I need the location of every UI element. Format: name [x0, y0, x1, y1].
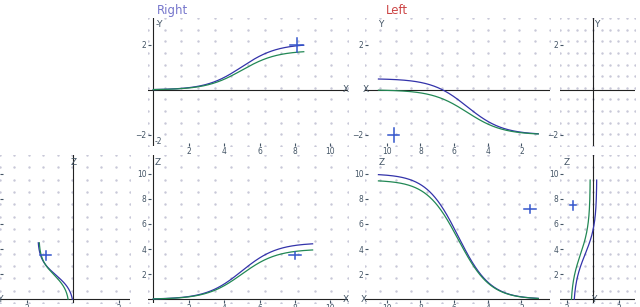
Text: -2: -2 — [155, 137, 163, 146]
Text: X: X — [342, 295, 349, 304]
Text: -Y: -Y — [155, 20, 163, 29]
Text: Y: Y — [378, 20, 384, 29]
Text: Y: Y — [591, 295, 596, 304]
Text: Z: Z — [155, 157, 161, 166]
Text: X: X — [360, 295, 367, 304]
Text: Left: Left — [386, 4, 408, 17]
Text: Right: Right — [157, 4, 188, 17]
Text: X: X — [342, 85, 349, 94]
Text: Y: Y — [594, 20, 600, 29]
Text: Z: Z — [378, 157, 385, 166]
Text: -Y: -Y — [0, 295, 4, 304]
Text: Z: Z — [70, 157, 77, 166]
Text: X: X — [362, 85, 369, 94]
Text: Z: Z — [564, 157, 570, 166]
